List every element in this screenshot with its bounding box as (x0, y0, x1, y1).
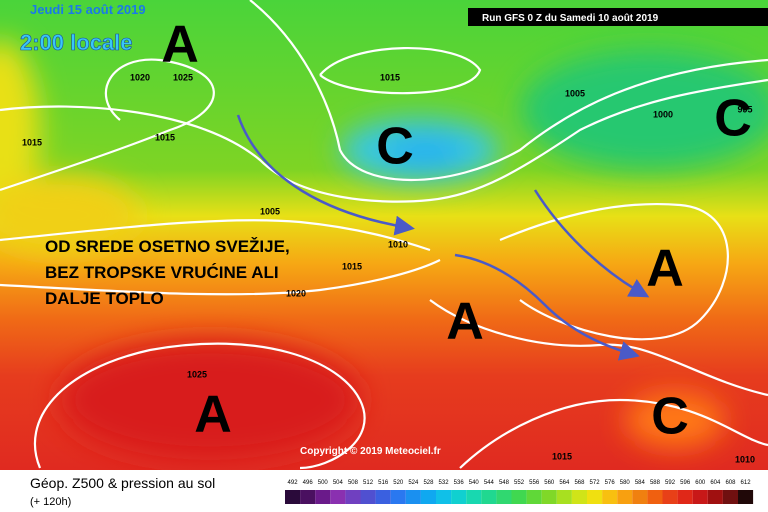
run-box (468, 8, 768, 26)
isobar-label: 1015 (342, 261, 362, 271)
scale-label: 512 (363, 480, 374, 486)
scale-swatch (405, 490, 421, 504)
scale-swatch (707, 490, 723, 504)
scale-label: 508 (348, 480, 359, 486)
scale-swatch (662, 490, 678, 504)
pressure-system: A (161, 16, 199, 74)
scale-label: 580 (620, 480, 631, 486)
scale-swatch (360, 490, 376, 504)
scale-label: 604 (710, 480, 721, 486)
annotation-line: DALJE TOPLO (45, 289, 164, 308)
isobar-label: 1010 (735, 454, 755, 464)
scale-label: 576 (605, 480, 616, 486)
scale-swatch (692, 490, 708, 504)
scale-swatch (451, 490, 467, 504)
footer-title: Géop. Z500 & pression au sol (30, 475, 215, 491)
scale-swatch (677, 490, 693, 504)
scale-swatch (738, 490, 754, 504)
copyright: Copyright © 2019 Meteociel.fr (300, 446, 441, 457)
scale-label: 608 (725, 480, 736, 486)
isobar-label: 1015 (380, 72, 400, 82)
scale-swatch (466, 490, 482, 504)
scale-label: 540 (469, 480, 480, 486)
scale-label: 516 (378, 480, 389, 486)
scale-swatch (556, 490, 572, 504)
scale-swatch (285, 490, 301, 504)
isobar-label: 995 (737, 104, 752, 114)
isobar-label: 1005 (565, 88, 585, 98)
annotation-line: OD SREDE OSETNO SVEŽIJE, (45, 237, 290, 256)
scale-swatch (571, 490, 587, 504)
scale-swatch (375, 490, 391, 504)
isobar-label: 1025 (187, 369, 207, 379)
scale-label: 504 (333, 480, 344, 486)
scale-label: 548 (499, 480, 510, 486)
scale-label: 544 (484, 480, 495, 486)
isobar-label: 1000 (653, 109, 673, 119)
scale-label: 552 (514, 480, 525, 486)
scale-label: 612 (741, 480, 752, 486)
isobar-label: 1015 (22, 137, 42, 147)
isobar-label: 1015 (155, 132, 175, 142)
run-info: Run GFS 0 Z du Samedi 10 août 2019 (482, 13, 659, 24)
scale-swatch (722, 490, 738, 504)
isobar-label: 1020 (286, 288, 306, 298)
pressure-system: A (646, 240, 684, 298)
annotation-line: BEZ TROPSKE VRUĆINE ALI (45, 263, 279, 282)
pressure-system: A (446, 293, 484, 351)
scale-label: 572 (590, 480, 601, 486)
scale-label: 524 (408, 480, 419, 486)
scale-swatch (481, 490, 497, 504)
date: Jeudi 15 août 2019 (30, 2, 146, 17)
scale-label: 600 (695, 480, 706, 486)
scale-label: 528 (423, 480, 434, 486)
scale-swatch (420, 490, 436, 504)
pressure-system: A (194, 386, 232, 444)
isobar-label: 1020 (130, 72, 150, 82)
scale-swatch (647, 490, 663, 504)
pressure-system: C (714, 90, 752, 148)
scale-label: 588 (650, 480, 661, 486)
isobar-label: 1025 (173, 72, 193, 82)
scale-label: 556 (529, 480, 540, 486)
scale-swatch (496, 490, 512, 504)
scale-swatch (300, 490, 316, 504)
scale-swatch (541, 490, 557, 504)
arrows (236, 114, 650, 361)
map-background (0, 0, 768, 470)
scale-label: 592 (665, 480, 676, 486)
isobar-label: 1015 (552, 451, 572, 461)
scale-label: 584 (635, 480, 646, 486)
scale-label: 500 (318, 480, 329, 486)
isobars (0, 0, 768, 468)
pressure-system: C (651, 388, 689, 446)
scale-label: 496 (303, 480, 314, 486)
footer-subtitle: (+ 120h) (30, 496, 71, 508)
pressure-system: C (376, 118, 414, 176)
scale-swatch (602, 490, 618, 504)
scale-swatch (587, 490, 603, 504)
scale-label: 564 (559, 480, 570, 486)
scale-label: 536 (454, 480, 465, 486)
scale-swatch (390, 490, 406, 504)
scale-swatch (345, 490, 361, 504)
isobar-label: 1010 (388, 239, 408, 249)
scale-swatch (511, 490, 527, 504)
scale-label: 492 (288, 480, 299, 486)
scale-label: 520 (393, 480, 404, 486)
scale-label: 560 (544, 480, 555, 486)
scale-swatch (330, 490, 346, 504)
scale-label: 532 (439, 480, 450, 486)
isobar-label: 1005 (260, 206, 280, 216)
scale-swatch (617, 490, 633, 504)
color-scale: 492 496 500 504 508 512 516 520 524 528 532 536 540 5… (285, 480, 754, 504)
scale-swatch (315, 490, 331, 504)
scale-swatch (632, 490, 648, 504)
local-time: 2:00 locale (20, 30, 133, 55)
scale-swatch (436, 490, 452, 504)
scale-swatch (526, 490, 542, 504)
scale-label: 596 (680, 480, 691, 486)
scale-label: 568 (574, 480, 585, 486)
